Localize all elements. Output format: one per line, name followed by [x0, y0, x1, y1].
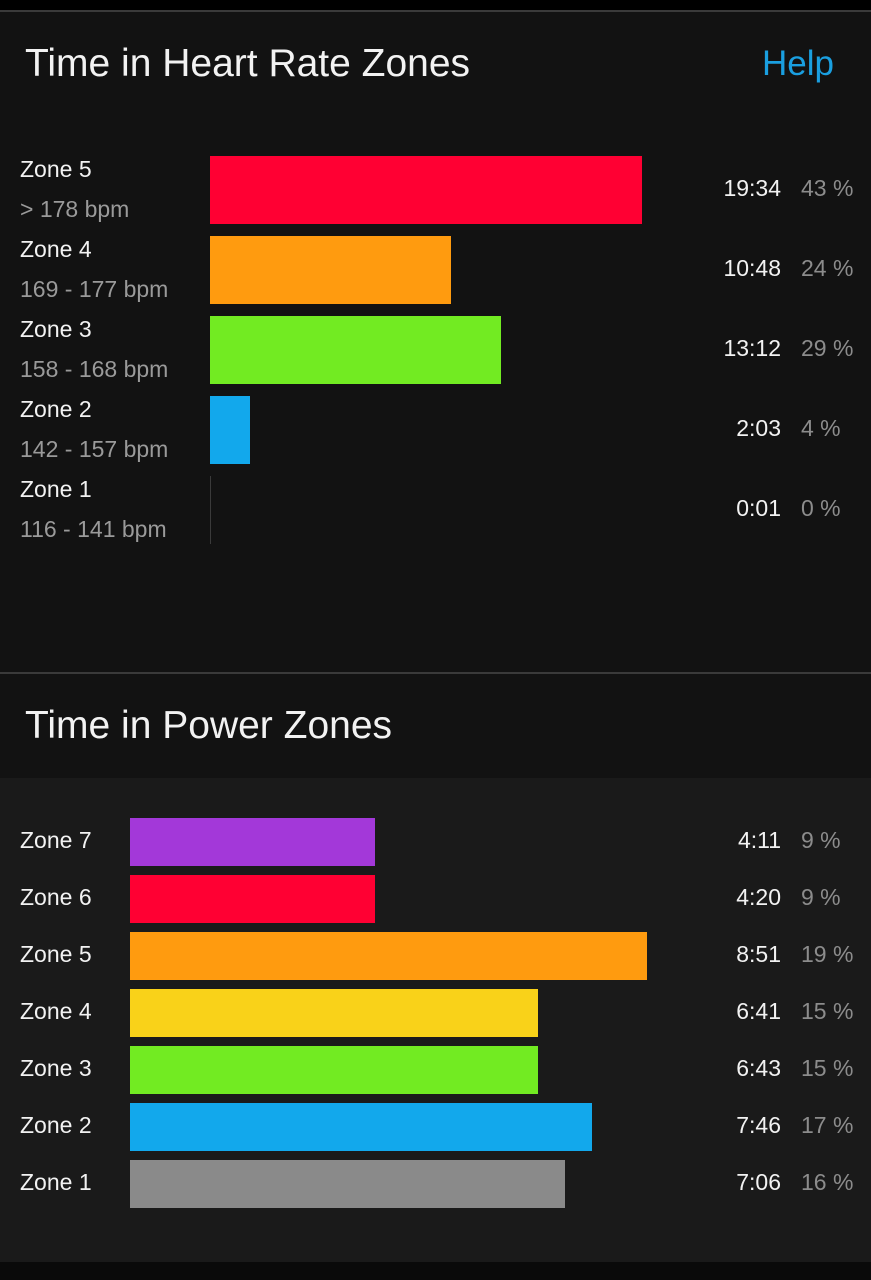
- zone-time: 6:41: [736, 998, 781, 1024]
- top-divider: [0, 10, 871, 12]
- zone-percent: 24 %: [801, 255, 854, 281]
- power-zone-row: Zone 2 7:46 17 %: [0, 1103, 871, 1151]
- zone-name: Zone 2: [20, 396, 92, 422]
- zone-percent: 29 %: [801, 335, 854, 361]
- zone-percent: 15 %: [801, 1055, 854, 1081]
- section-divider: [0, 672, 871, 674]
- zone-percent: 0 %: [801, 495, 841, 521]
- zone-time: 8:51: [736, 941, 781, 967]
- power-zones-header: Time in Power Zones: [0, 674, 871, 778]
- zone-percent: 17 %: [801, 1112, 854, 1138]
- zone-bar: [210, 476, 211, 544]
- power-zone-row: Zone 1 7:06 16 %: [0, 1160, 871, 1208]
- bottom-band: [0, 1262, 871, 1280]
- zone-percent: 9 %: [801, 884, 841, 910]
- power-zones-card: Time in Power Zones Zone 7 4:11 9 % Zone 6 4…: [0, 674, 871, 1262]
- zone-bar: [210, 156, 642, 224]
- zone-time: 2:03: [736, 415, 781, 441]
- zone-time: 7:06: [736, 1169, 781, 1195]
- zone-time: 4:11: [737, 827, 781, 853]
- zone-bpm-range: 142 - 157 bpm: [20, 436, 169, 462]
- zone-bar: [130, 818, 375, 866]
- power-zone-row: Zone 3 6:43 15 %: [0, 1046, 871, 1094]
- zone-name: Zone 3: [20, 316, 92, 342]
- heart-rate-zone-row: Zone 1 116 - 141 bpm 0:01 0 %: [0, 476, 871, 548]
- zone-time: 13:12: [723, 335, 781, 361]
- zone-bar: [130, 875, 375, 923]
- zone-time: 4:20: [736, 884, 781, 910]
- zone-name: Zone 4: [20, 998, 92, 1024]
- zone-bpm-range: 158 - 168 bpm: [20, 356, 169, 382]
- zone-percent: 43 %: [801, 175, 854, 201]
- heart-rate-zone-row: Zone 5 > 178 bpm 19:34 43 %: [0, 156, 871, 228]
- zone-percent: 9 %: [801, 827, 841, 853]
- zone-percent: 4 %: [801, 415, 841, 441]
- zone-bpm-range: 169 - 177 bpm: [20, 276, 169, 302]
- power-zone-row: Zone 4 6:41 15 %: [0, 989, 871, 1037]
- zone-bar: [130, 1046, 538, 1094]
- zone-name: Zone 1: [20, 476, 92, 502]
- zone-time: 7:46: [736, 1112, 781, 1138]
- zone-bar: [210, 396, 250, 464]
- zone-name: Zone 5: [20, 156, 92, 182]
- heart-rate-zones-title: Time in Heart Rate Zones: [25, 42, 471, 85]
- zone-name: Zone 3: [20, 1055, 92, 1081]
- heart-rate-zone-row: Zone 2 142 - 157 bpm 2:03 4 %: [0, 396, 871, 468]
- zone-bar: [210, 236, 451, 304]
- power-zone-row: Zone 7 4:11 9 %: [0, 818, 871, 866]
- zone-percent: 15 %: [801, 998, 854, 1024]
- zone-name: Zone 5: [20, 941, 92, 967]
- zone-bpm-range: 116 - 141 bpm: [20, 516, 167, 542]
- zone-percent: 19 %: [801, 941, 854, 967]
- zone-name: Zone 2: [20, 1112, 92, 1138]
- heart-rate-zone-row: Zone 3 158 - 168 bpm 13:12 29 %: [0, 316, 871, 388]
- zone-percent: 16 %: [801, 1169, 854, 1195]
- zone-bar: [130, 932, 647, 980]
- zone-bpm-range: > 178 bpm: [20, 196, 130, 222]
- zone-bar: [130, 1103, 592, 1151]
- zone-time: 10:48: [723, 255, 781, 281]
- power-zone-row: Zone 6 4:20 9 %: [0, 875, 871, 923]
- zone-bar: [210, 316, 501, 384]
- zone-time: 19:34: [723, 175, 781, 201]
- zone-name: Zone 1: [20, 1169, 92, 1195]
- zone-name: Zone 6: [20, 884, 92, 910]
- zone-bar: [130, 989, 538, 1037]
- zone-bar: [130, 1160, 565, 1208]
- power-zones-title: Time in Power Zones: [25, 704, 393, 747]
- zone-name: Zone 4: [20, 236, 92, 262]
- zone-name: Zone 7: [20, 827, 92, 853]
- help-link[interactable]: Help: [762, 44, 834, 83]
- power-zone-row: Zone 5 8:51 19 %: [0, 932, 871, 980]
- heart-rate-zone-row: Zone 4 169 - 177 bpm 10:48 24 %: [0, 236, 871, 308]
- zone-time: 6:43: [736, 1055, 781, 1081]
- heart-rate-zones-card: Time in Heart Rate Zones Help Zone 5 > 17…: [0, 12, 871, 672]
- zone-time: 0:01: [736, 495, 781, 521]
